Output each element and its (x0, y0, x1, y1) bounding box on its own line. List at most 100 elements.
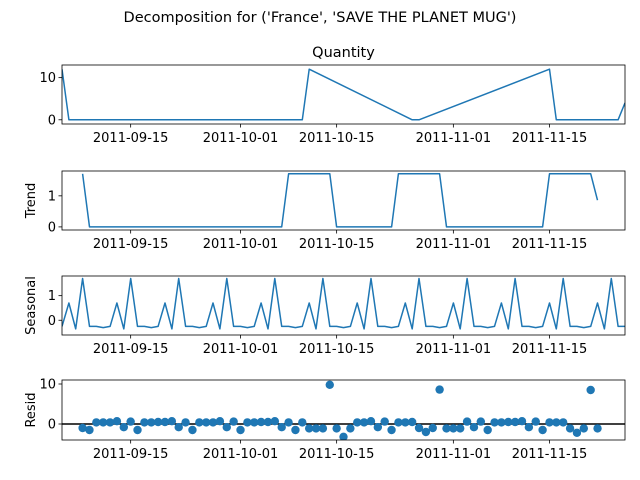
figure-suptitle: Decomposition for ('France', 'SAVE THE P… (124, 10, 517, 26)
seasonal-plot-area (62, 277, 625, 330)
resid-point (497, 418, 506, 427)
resid-xtick-label: 2011-09-15 (93, 447, 169, 462)
resid-point (538, 425, 547, 435)
resid-xtick-label: 2011-10-01 (203, 447, 279, 462)
resid-point (236, 425, 245, 435)
resid-point (311, 424, 321, 433)
resid-point (545, 418, 554, 427)
resid-point (504, 417, 513, 427)
quantity-ytick-label: 0 (48, 113, 56, 128)
resid-point (147, 418, 156, 427)
resid-point (366, 417, 376, 426)
trend-ylabel: Trend (24, 183, 39, 220)
resid-point (325, 380, 334, 389)
trend-line (81, 173, 599, 228)
resid-point (387, 425, 396, 435)
quantity-xtick-label: 2011-10-15 (299, 131, 375, 146)
resid-point (586, 385, 595, 395)
resid-point (215, 417, 225, 426)
resid-point (353, 418, 362, 427)
resid-point (469, 423, 479, 432)
seasonal-xtick-label: 2011-10-15 (299, 342, 375, 357)
resid-point (181, 418, 190, 427)
resid-point (456, 424, 465, 433)
resid-point (552, 418, 561, 427)
resid-point (579, 424, 589, 433)
resid-ytick-label: 10 (39, 378, 56, 393)
resid-point (126, 417, 135, 426)
seasonal-line (62, 277, 625, 330)
quantity-line (62, 68, 625, 121)
trend-xtick-label: 2011-09-15 (93, 237, 169, 252)
resid-point (462, 417, 472, 426)
quantity-plot-area (62, 68, 625, 121)
resid-point (476, 417, 486, 426)
trend-xtick-label: 2011-11-01 (416, 237, 492, 252)
resid-point (449, 424, 458, 433)
resid-point (435, 385, 444, 394)
resid-point (373, 423, 383, 432)
resid-point (318, 424, 328, 433)
quantity-xtick-label: 2011-09-15 (93, 131, 169, 146)
quantity-xtick-label: 2011-11-15 (512, 131, 588, 146)
quantity-frame (61, 64, 626, 125)
seasonal-frame (61, 275, 626, 336)
trend-xtick-label: 2011-10-15 (299, 237, 375, 252)
resid-point (160, 417, 170, 427)
resid-xtick-label: 2011-11-01 (416, 447, 492, 462)
resid-point (167, 417, 177, 426)
resid-point (565, 424, 575, 433)
resid-point (394, 418, 403, 427)
resid-point (284, 418, 293, 427)
resid-point (428, 423, 437, 433)
resid-point (174, 423, 183, 432)
resid-point (98, 418, 108, 427)
resid-frame (61, 379, 626, 441)
resid-point (112, 417, 122, 426)
resid-point (270, 417, 280, 426)
trend-plot-area (81, 173, 599, 228)
resid-point (208, 418, 218, 427)
resid-point (359, 418, 369, 427)
trend-ytick-label: 1 (48, 189, 56, 204)
quantity-panel: 0 10 2011-09-15 2011-10-01 2011-10-15 2011-11… (39, 45, 626, 146)
resid-point (380, 417, 389, 426)
seasonal-ytick-label: 0 (48, 314, 56, 329)
trend-panel: 0 1 2011-09-15 2011-10-01 2011-10-15 2011-11-… (24, 170, 626, 252)
resid-point (524, 423, 534, 432)
resid-point (559, 418, 568, 427)
resid-point (572, 428, 582, 437)
resid-point (414, 423, 424, 433)
resid-point (304, 424, 314, 433)
resid-point (298, 418, 307, 427)
resid-point (195, 418, 204, 427)
resid-ytick-label: 0 (48, 418, 56, 433)
seasonal-ylabel: Seasonal (24, 276, 39, 335)
resid-point (153, 417, 163, 427)
resid-point (483, 425, 492, 435)
resid-point (78, 423, 87, 433)
resid-point (401, 418, 410, 427)
resid-point (105, 418, 115, 427)
resid-point (517, 417, 527, 426)
resid-plot-area (62, 380, 625, 440)
quantity-xtick-label: 2011-10-01 (203, 131, 279, 146)
resid-xtick-label: 2011-11-15 (512, 447, 588, 462)
seasonal-xtick-label: 2011-11-01 (416, 342, 492, 357)
resid-point (263, 417, 273, 427)
resid-xtick-label: 2011-10-15 (299, 447, 375, 462)
resid-point (256, 417, 266, 427)
resid-panel: 0 10 2011-09-15 2011-10-01 2011-10-15 2011-11… (24, 378, 626, 462)
resid-point (222, 423, 231, 432)
resid-point (188, 425, 197, 435)
quantity-xtick-label: 2011-11-01 (416, 131, 492, 146)
resid-point (92, 418, 101, 427)
resid-ylabel: Resid (24, 392, 39, 427)
seasonal-xtick-label: 2011-10-01 (203, 342, 279, 357)
trend-frame (61, 170, 626, 231)
resid-point (490, 418, 499, 427)
resid-point (593, 424, 602, 433)
trend-ytick-label: 0 (48, 220, 56, 235)
trend-xtick-label: 2011-10-01 (203, 237, 279, 252)
